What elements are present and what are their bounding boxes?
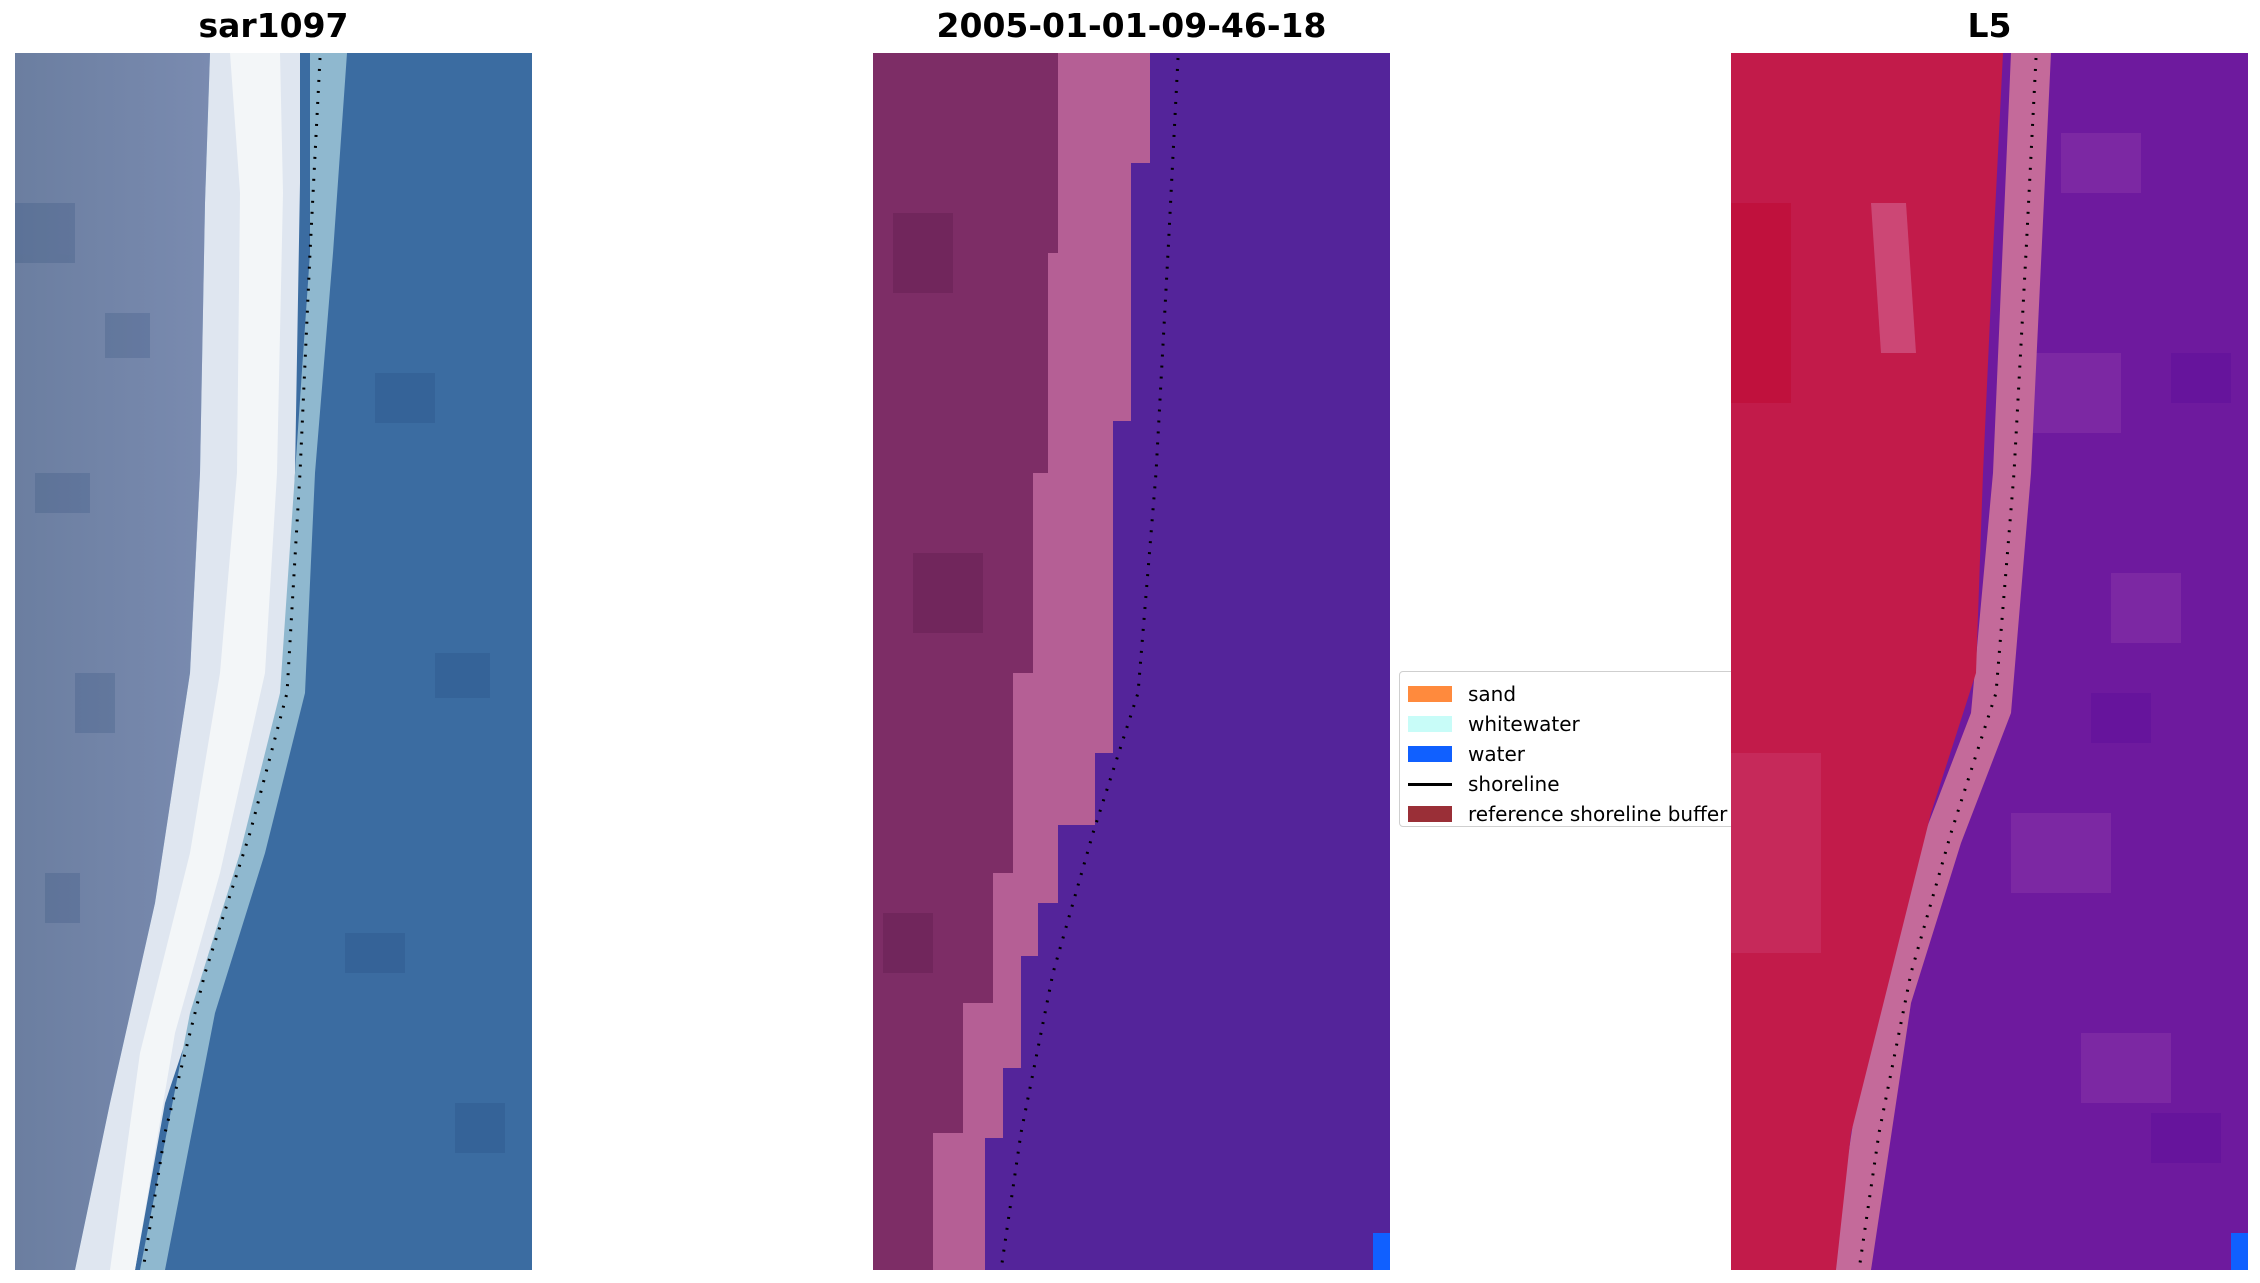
legend-label-shoreline: shoreline <box>1468 772 1560 796</box>
rgb-image-panel <box>15 53 532 1270</box>
panel-title-l5: L5 <box>1967 6 2012 45</box>
index-image <box>1731 53 2248 1270</box>
panel-title-rgb: sar1097 <box>198 6 349 45</box>
rgb-image <box>15 53 532 1270</box>
legend-label-reference-buffer: reference shoreline buffer <box>1468 802 1728 826</box>
index-image-panel <box>1731 53 2248 1270</box>
shoreline-line <box>999 57 1180 1270</box>
legend-item-sand: sand <box>1408 679 1516 709</box>
shoreline-line <box>1857 57 2038 1270</box>
legend: sand whitewater water shoreline referenc… <box>1399 671 1739 827</box>
legend-item-reference-buffer: reference shoreline buffer <box>1408 799 1728 826</box>
panel-title-date: 2005-01-01-09-46-18 <box>936 6 1327 45</box>
reference-buffer-swatch <box>1408 806 1452 822</box>
legend-label-sand: sand <box>1468 682 1517 706</box>
water-swatch <box>1408 746 1452 762</box>
classified-image <box>873 53 1390 1270</box>
shoreline-line <box>141 57 322 1270</box>
legend-item-shoreline: shoreline <box>1408 769 1560 799</box>
water-pixel <box>2231 1233 2248 1270</box>
legend-item-water: water <box>1408 739 1525 769</box>
shoreline-swatch <box>1408 782 1452 786</box>
legend-label-whitewater: whitewater <box>1468 712 1580 736</box>
legend-label-water: water <box>1468 742 1525 766</box>
classified-image-panel <box>873 53 1390 1270</box>
water-pixel <box>1373 1233 1390 1270</box>
sand-swatch <box>1408 686 1452 702</box>
legend-item-whitewater: whitewater <box>1408 709 1580 739</box>
whitewater-swatch <box>1408 716 1452 732</box>
